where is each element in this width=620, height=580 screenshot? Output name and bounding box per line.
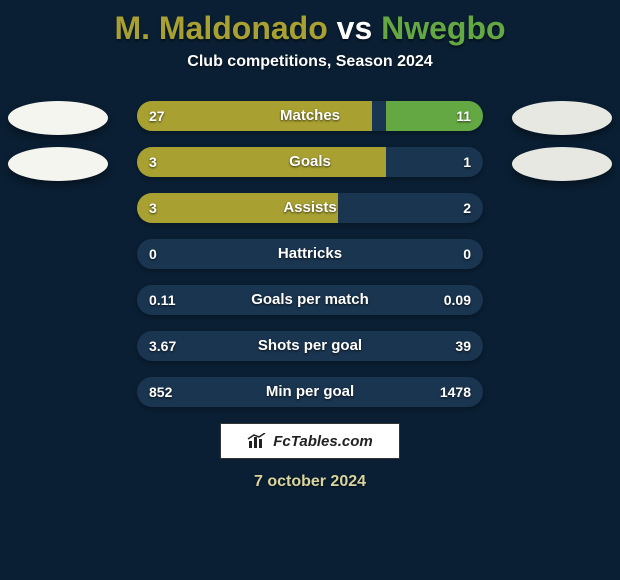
watermark-text: FcTables.com xyxy=(273,433,372,450)
bar-left xyxy=(137,147,386,177)
stat-value-right: 11 xyxy=(444,101,483,131)
stat-value-left: 3 xyxy=(137,147,169,177)
chart-icon xyxy=(247,433,267,449)
chart-area: 2711Matches31Goals32Assists00Hattricks0.… xyxy=(0,101,620,407)
avatar-player2-bottom xyxy=(512,147,612,181)
stat-value-right: 1478 xyxy=(428,377,483,407)
stat-value-left: 27 xyxy=(137,101,177,131)
stat-value-left: 3.67 xyxy=(137,331,188,361)
date-text: 7 october 2024 xyxy=(0,473,620,491)
stat-label: Hattricks xyxy=(137,239,483,269)
avatar-player1-top xyxy=(8,101,108,135)
stat-row: 31Goals xyxy=(137,147,483,177)
watermark-badge: FcTables.com xyxy=(220,423,400,459)
stat-row: 2711Matches xyxy=(137,101,483,131)
stat-row: 0.110.09Goals per match xyxy=(137,285,483,315)
title-player2: Nwegbo xyxy=(381,10,505,46)
stat-value-right: 39 xyxy=(443,331,483,361)
comparison-infographic: M. Maldonado vs Nwegbo Club competitions… xyxy=(0,0,620,580)
stat-row: 3.67 39Shots per goal xyxy=(137,331,483,361)
stat-row: 0 0Hattricks xyxy=(137,239,483,269)
stat-value-right: 2 xyxy=(451,193,483,223)
title-player1: M. Maldonado xyxy=(114,10,327,46)
stat-rows: 2711Matches31Goals32Assists00Hattricks0.… xyxy=(137,101,483,407)
title-vs: vs xyxy=(337,10,373,46)
stat-value-right: 0.09 xyxy=(432,285,483,315)
stat-value-right: 0 xyxy=(451,239,483,269)
stat-row: 32Assists xyxy=(137,193,483,223)
stat-value-left: 0.11 xyxy=(137,285,187,315)
stat-value-right: 1 xyxy=(451,147,483,177)
avatar-player2-top xyxy=(512,101,612,135)
stat-row: 8521478Min per goal xyxy=(137,377,483,407)
subtitle: Club competitions, Season 2024 xyxy=(0,53,620,71)
page-title: M. Maldonado vs Nwegbo xyxy=(0,0,620,53)
stat-value-left: 0 xyxy=(137,239,169,269)
stat-value-left: 852 xyxy=(137,377,184,407)
stat-value-left: 3 xyxy=(137,193,169,223)
avatar-player1-bottom xyxy=(8,147,108,181)
stat-label: Shots per goal xyxy=(137,331,483,361)
